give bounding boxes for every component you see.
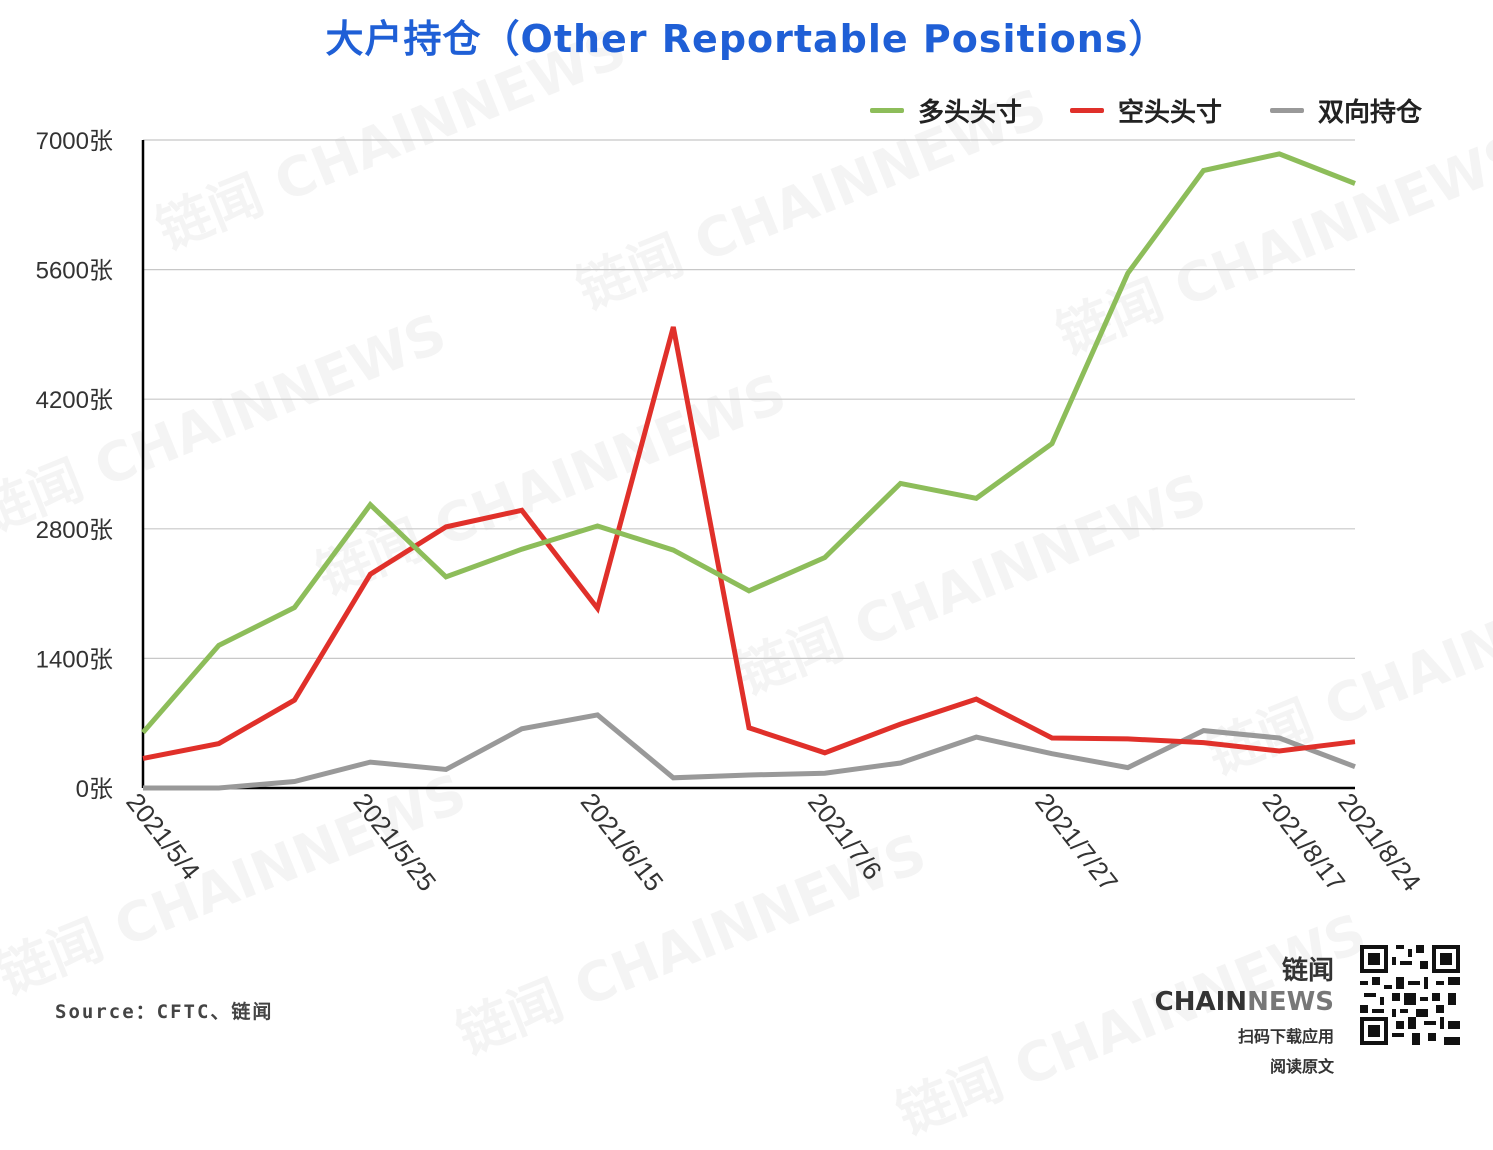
y-tick-label: 4200张 [36,387,113,414]
legend-swatch-short [1070,108,1105,113]
y-tick-label: 0张 [76,776,113,803]
brand-name: 链闻 CHAINNEWS [1154,956,1334,1017]
x-tick-label: 2021/7/27 [1029,787,1124,897]
legend-label-short: 空头头寸 [1118,98,1223,128]
legend-item-long: 多头头寸 [870,92,1022,129]
legend-label-long: 多头头寸 [918,98,1023,128]
y-tick-label: 7000张 [36,128,113,155]
brand-read-text: 阅读原文 [1269,1057,1334,1076]
y-tick-label: 2800张 [36,517,113,544]
x-tick-label: 2021/6/15 [575,787,670,897]
series-line-spread [143,712,1356,791]
legend-item-short: 空头头寸 [1070,92,1222,129]
brand-block: 链闻 CHAINNEWS 扫码下载应用 阅读原文 [1112,950,1334,1077]
x-tick-label: 2021/7/6 [802,787,888,885]
line-chart: 0张 1400张 2800张 4200张 5600张 7000张 2021/5/4 2021/… [36,128,1428,897]
legend-swatch-long [870,108,904,113]
series-line-long [141,151,1356,735]
qr-code-icon[interactable] [1360,945,1460,1045]
x-tick-label: 2021/5/25 [348,787,443,897]
legend: 多头头寸 空头头寸 双向持仓 [870,92,1422,129]
chart-title: 大户持仓（Other Reportable Positions） [325,17,1168,61]
source-note: Source：CFTC、链闻 [55,1001,274,1023]
y-tick-label: 5600张 [36,258,113,285]
y-tick-label: 1400张 [36,646,113,673]
legend-item-spread: 双向持仓 [1270,92,1422,129]
legend-label-spread: 双向持仓 [1318,98,1423,128]
legend-swatch-spread [1270,108,1305,113]
brand-download-text: 扫码下载应用 [1237,1027,1334,1046]
x-tick-label: 2021/5/4 [120,787,206,885]
series-line-short [142,326,1356,761]
